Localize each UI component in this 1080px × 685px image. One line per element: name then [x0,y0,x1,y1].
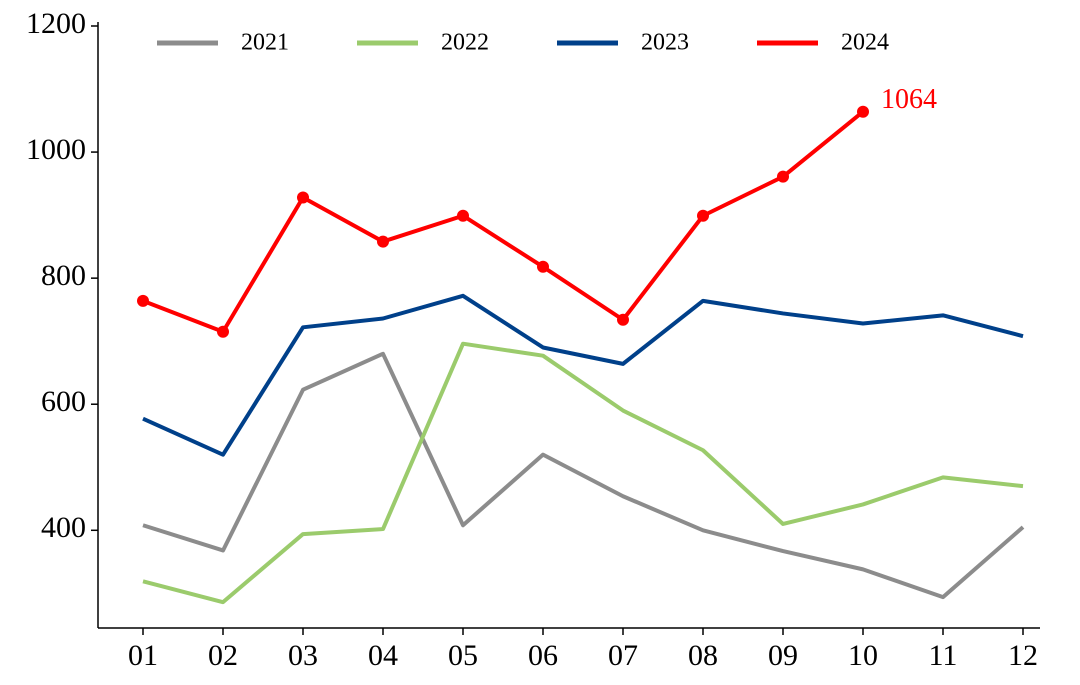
series-line [142,351,1025,600]
marker [777,170,789,183]
x-tick-label: 01 [128,639,158,672]
x-tick-label: 06 [528,639,558,672]
legend-label: 2022 [441,30,489,56]
marker [537,260,549,273]
x-tick-label: 12 [1008,639,1038,672]
y-tick-label: 1000 [26,133,86,166]
x-tick-label: 11 [929,639,958,672]
marker [297,191,309,204]
x-tick-label: 04 [368,639,398,672]
y-tick-label: 1200 [26,7,86,40]
series-line [142,341,1024,605]
x-tick-label: 02 [208,639,238,672]
x-tick-label: 05 [448,639,478,672]
x-tick-label: 03 [288,639,318,672]
series-line [142,110,865,334]
marker [857,105,869,118]
x-tick-label: 10 [848,639,878,672]
series-line [142,293,1024,457]
legend-label: 2021 [241,30,289,56]
marker [377,235,389,248]
marker [137,294,149,307]
legend-label: 2024 [841,30,889,56]
marker [217,325,229,338]
marker [697,209,709,222]
x-tick-label: 09 [768,639,798,672]
marker [457,209,469,222]
x-tick-label: 08 [688,639,718,672]
y-tick-label: 800 [41,259,86,292]
x-tick-label: 07 [608,639,638,672]
marker [617,313,629,326]
y-tick-label: 400 [41,511,86,544]
y-tick-label: 600 [41,385,86,418]
legend-label: 2023 [641,30,689,56]
data-label: 1064 [881,84,937,115]
